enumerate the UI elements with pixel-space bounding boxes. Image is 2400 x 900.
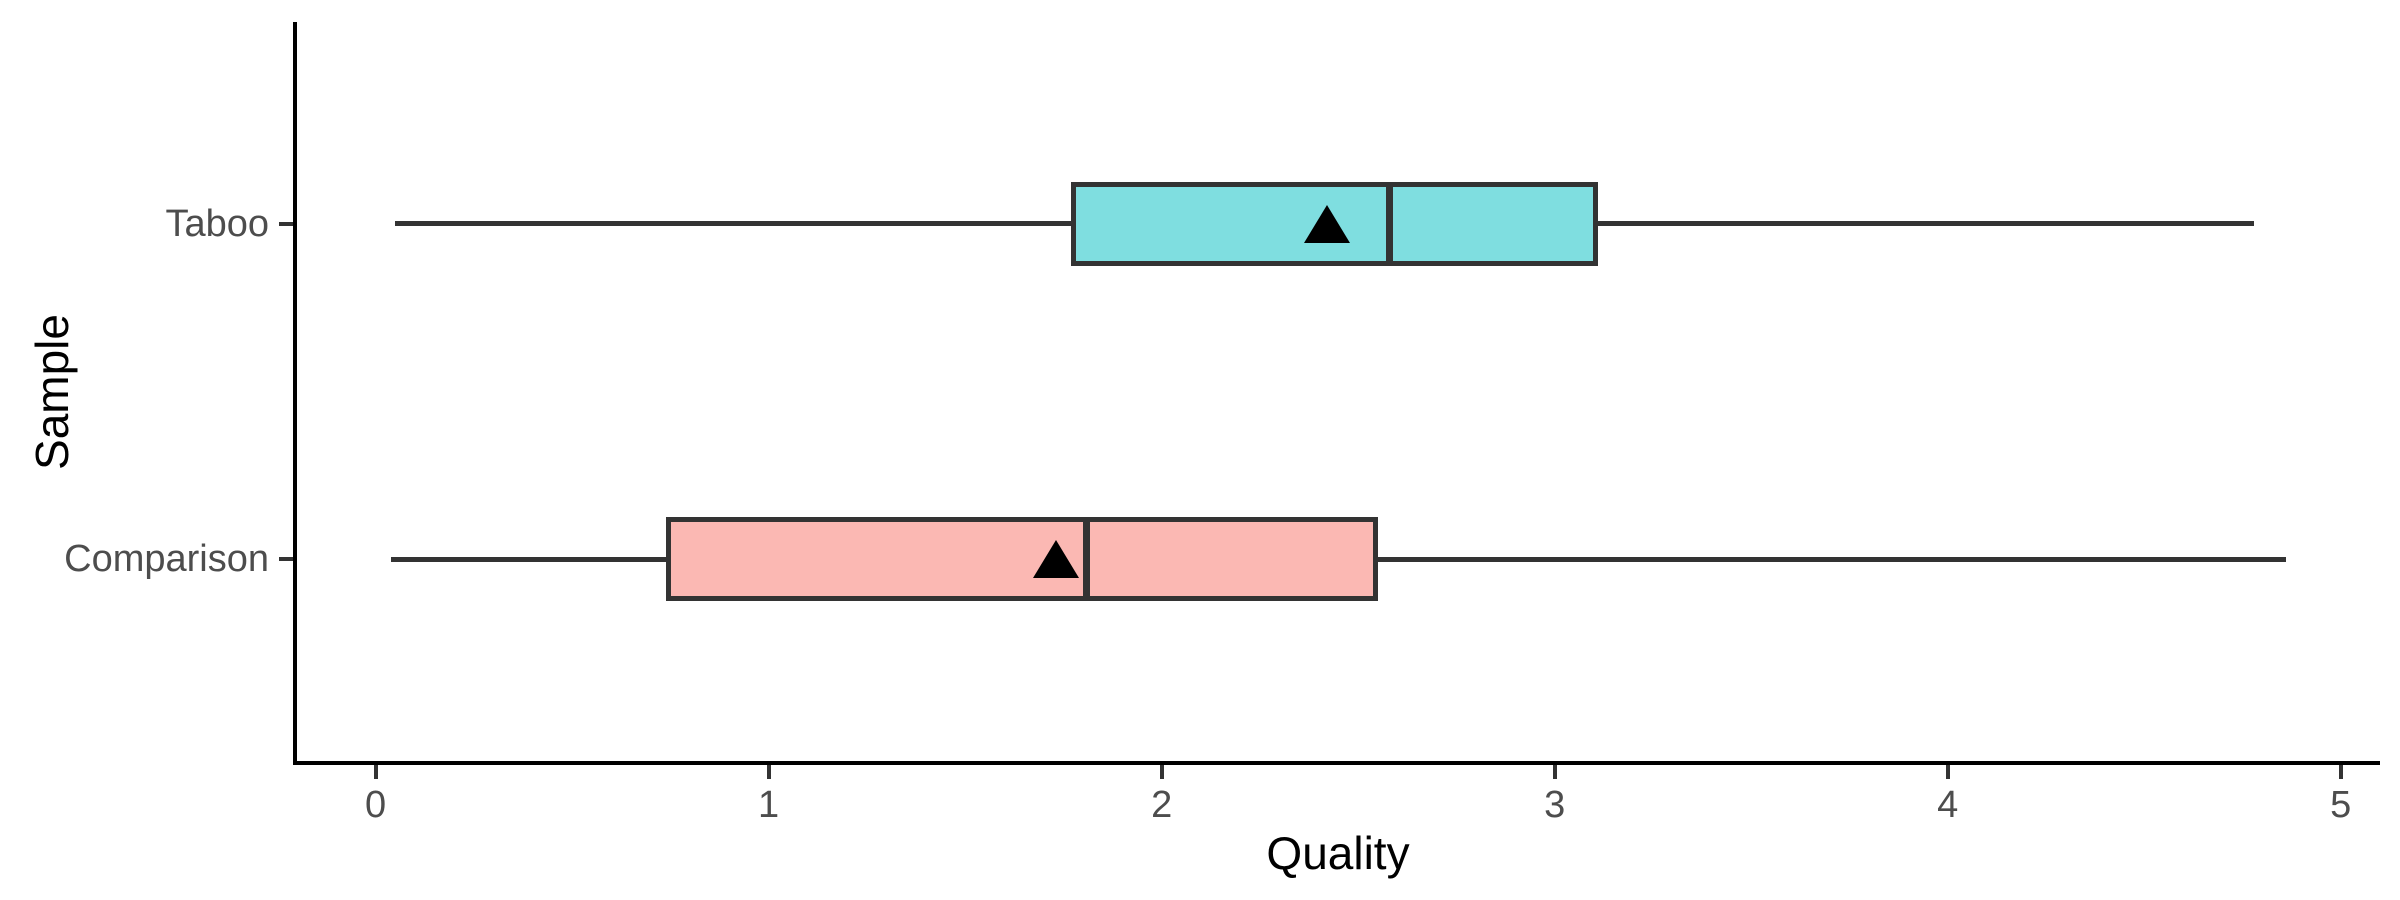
x-tick-label: 5	[2330, 784, 2352, 826]
mean-triangle-marker	[1303, 204, 1350, 243]
x-tick-label: 2	[1151, 784, 1173, 826]
iqr-box	[666, 517, 1378, 602]
x-tick-mark	[2338, 765, 2343, 779]
x-tick-mark	[766, 765, 771, 779]
x-tick-mark	[1552, 765, 1557, 779]
median-line	[1083, 517, 1091, 602]
x-tick-mark	[1159, 765, 1164, 779]
y-tick-label: Taboo	[165, 202, 269, 245]
y-tick-mark	[279, 221, 293, 226]
x-axis-title: Quality	[1266, 827, 1410, 879]
x-tick-label: 4	[1937, 784, 1959, 826]
mean-triangle-marker	[1032, 540, 1079, 579]
x-tick-mark	[373, 765, 378, 779]
x-tick-label: 3	[1544, 784, 1566, 826]
y-tick-mark	[279, 557, 293, 562]
y-axis-title: Sample	[26, 314, 78, 470]
x-tick-mark	[1945, 765, 1950, 779]
x-tick-label: 0	[365, 784, 387, 826]
median-line	[1386, 181, 1394, 266]
plot-panel	[293, 22, 2380, 765]
y-tick-label: Comparison	[64, 538, 269, 581]
x-tick-label: 1	[758, 784, 780, 826]
